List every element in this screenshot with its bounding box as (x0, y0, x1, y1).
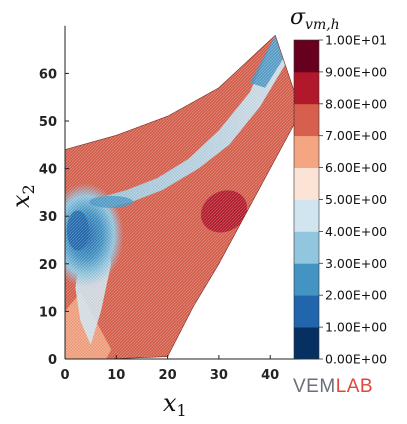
colorbar-label: 0.00E+00 (325, 352, 387, 367)
y-tick-label: 10 (39, 305, 57, 320)
colorbar-bin (294, 135, 319, 168)
x-tick-label: 0 (60, 368, 69, 383)
y-tick-label: 20 (39, 258, 57, 273)
domain-outline (64, 34, 302, 360)
x-tick-label: 40 (261, 368, 279, 383)
y-tick-label: 40 (39, 163, 57, 178)
field-upper-red (117, 115, 146, 127)
colorbar-label: 4.00E+00 (325, 224, 387, 239)
colorbar-label: 3.00E+00 (325, 256, 387, 271)
mesh-overlay (65, 35, 301, 360)
colorbar: 1.00E+01 9.00E+00 8.00E+00 7.00E+00 6.00E+00… (293, 33, 387, 367)
x-tick-label: 20 (159, 368, 177, 383)
colorbar-title: σvm,h (290, 5, 340, 33)
colorbar-bin (294, 295, 319, 328)
plot-axes: 0 10 20 30 40 0 10 20 30 40 50 60 (39, 25, 301, 383)
x-axis-title: x1 (163, 389, 187, 420)
colorbar-bin (294, 199, 319, 232)
vemlab-logo: VEMLAB (293, 376, 374, 397)
y-tick-label: 0 (48, 353, 57, 368)
colorbar-bin (294, 263, 319, 296)
x-tick-label: 10 (107, 368, 125, 383)
y-tick-label: 30 (39, 210, 57, 225)
y-tick-label: 50 (39, 115, 57, 130)
stress-field (65, 35, 301, 360)
x-tick-label: 30 (210, 368, 228, 383)
colorbar-label: 1.00E+01 (325, 33, 387, 48)
colorbar-label: 1.00E+00 (325, 320, 387, 335)
colorbar-label: 7.00E+00 (325, 128, 387, 143)
colorbar-label: 8.00E+00 (325, 96, 387, 111)
colorbar-bin (294, 167, 319, 200)
colorbar-label: 2.00E+00 (325, 288, 387, 303)
y-axis-title: x2 (7, 184, 38, 208)
colorbar-label: 9.00E+00 (325, 64, 387, 79)
colorbar-bin (294, 71, 319, 105)
colorbar-bin (294, 40, 319, 73)
colorbar-label: 6.00E+00 (325, 160, 387, 175)
colorbar-bin (294, 327, 319, 360)
colorbar-label: 5.00E+00 (325, 192, 387, 207)
y-tick-label: 60 (39, 67, 57, 82)
colorbar-bin (294, 231, 319, 264)
colorbar-bin (294, 103, 319, 137)
